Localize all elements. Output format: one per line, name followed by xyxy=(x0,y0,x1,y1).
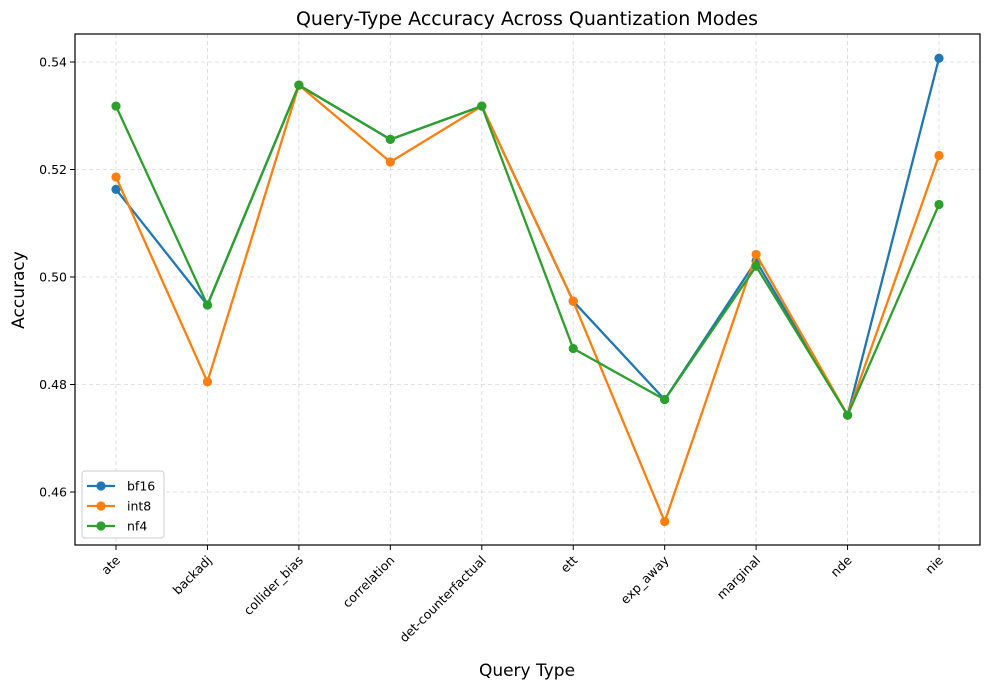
data-point-marker xyxy=(568,296,578,306)
y-tick-label: 0.48 xyxy=(39,377,67,392)
data-point-marker xyxy=(477,101,487,111)
data-point-marker xyxy=(660,394,670,405)
y-tick-label: 0.50 xyxy=(39,270,67,285)
data-point-marker xyxy=(934,199,944,210)
data-point-marker xyxy=(660,516,670,527)
y-tick-label: 0.46 xyxy=(39,485,67,500)
series-nf4 xyxy=(111,80,944,420)
data-point-marker xyxy=(751,249,761,260)
data-point-marker xyxy=(568,343,578,354)
data-point-marker xyxy=(934,53,944,63)
legend-label: nf4 xyxy=(127,519,147,534)
data-series xyxy=(111,53,944,527)
grid-lines xyxy=(75,34,980,545)
data-point-marker xyxy=(202,377,213,387)
legend-item-int8: int8 xyxy=(87,499,151,514)
legend-marker-icon xyxy=(96,481,106,491)
legend-label: int8 xyxy=(127,499,151,514)
legend: bf16 int8 nf4 xyxy=(81,470,165,539)
y-tick-label: 0.52 xyxy=(39,162,67,177)
x-axis-label: Query Type xyxy=(479,661,575,681)
plot-frame xyxy=(74,33,981,546)
chart-title: Query-Type Accuracy Across Quantization … xyxy=(296,8,758,30)
data-point-marker xyxy=(111,172,121,182)
data-point-marker xyxy=(842,410,853,420)
data-point-marker xyxy=(934,150,944,161)
data-point-marker xyxy=(111,184,121,194)
y-axis: 0.46 0.48 0.50 0.52 0.54 xyxy=(39,55,75,500)
y-axis-label: Accuracy xyxy=(9,251,29,329)
series-line xyxy=(114,83,941,417)
legend-label: bf16 xyxy=(127,479,155,494)
data-point-marker xyxy=(111,101,121,111)
series-line xyxy=(114,83,941,523)
legend-item-bf16: bf16 xyxy=(87,479,155,494)
legend-marker-icon xyxy=(96,521,106,531)
data-point-marker xyxy=(385,157,395,167)
data-point-marker xyxy=(751,261,761,271)
data-point-marker xyxy=(202,300,213,310)
legend-marker-icon xyxy=(96,501,106,511)
data-point-marker xyxy=(385,134,395,144)
data-point-marker xyxy=(294,80,304,90)
y-tick-label: 0.54 xyxy=(39,55,67,70)
legend-item-nf4: nf4 xyxy=(87,519,147,534)
